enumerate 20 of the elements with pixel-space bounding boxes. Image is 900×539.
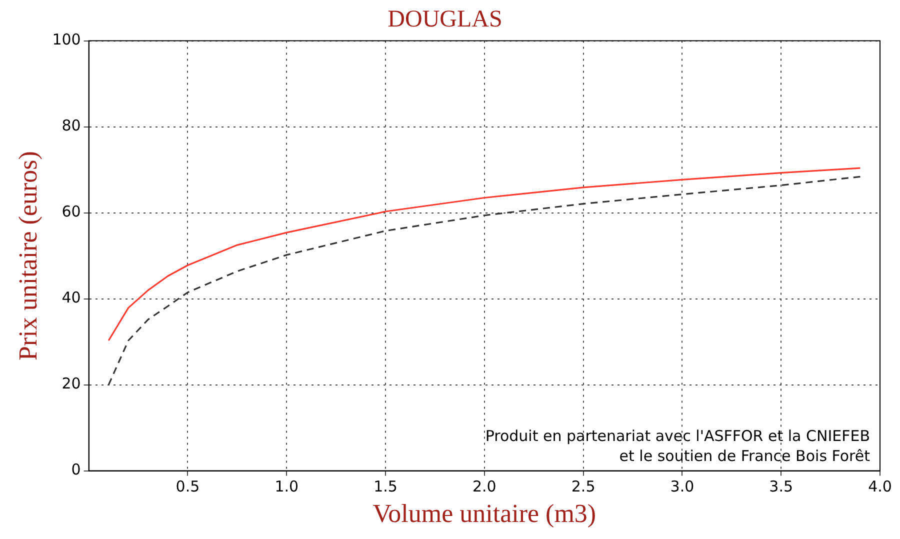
x-tick-label: 1.0 (274, 478, 299, 496)
x-tick-label: 0.5 (176, 478, 200, 496)
y-tick-label: 80 (62, 116, 81, 135)
x-tick-label: 4.0 (868, 478, 892, 496)
x-tick-label: 2.0 (472, 478, 496, 496)
annotation: Produit en partenariat avec l'ASFFOR et la CNIEFEB (485, 427, 870, 446)
chart-title: DOUGLAS (388, 6, 502, 33)
y-tick-label: 0 (71, 460, 81, 479)
y-tick-label: 100 (52, 30, 81, 49)
y-tick-label: 40 (62, 288, 81, 307)
x-tick-label: 2.5 (571, 478, 596, 496)
x-tick-label: 3.5 (769, 478, 794, 496)
x-tick-label: 1.5 (374, 478, 398, 496)
y-axis-title: Prix unitaire (euros) (13, 151, 42, 360)
y-tick-label: 20 (62, 374, 81, 393)
y-tick-label: 60 (62, 202, 81, 221)
x-axis-title: Volume unitaire (m3) (372, 499, 596, 528)
line-series (108, 176, 862, 386)
x-tick-label: 3.0 (670, 478, 694, 496)
annotation: et le soutien de France Bois Forêt (619, 447, 870, 466)
